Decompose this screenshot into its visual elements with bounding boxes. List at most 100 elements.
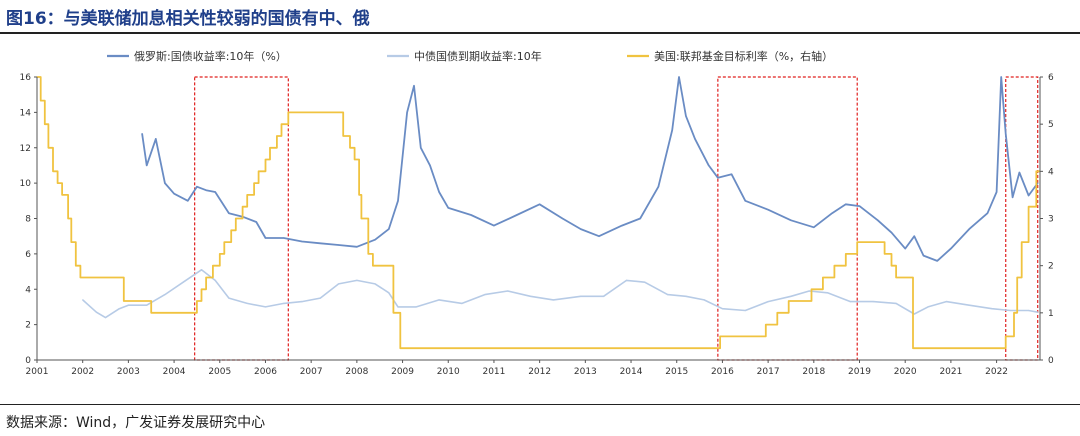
series-1-point: [146, 304, 148, 306]
series-2-point: [264, 158, 267, 161]
series-0-point: [708, 164, 710, 167]
series-1-point: [685, 295, 687, 297]
series-0-point: [173, 193, 175, 195]
x-tick-label: 2016: [711, 367, 734, 377]
series-2-point: [287, 111, 289, 113]
series-2-point: [70, 241, 72, 243]
series-0-point: [968, 228, 970, 230]
series-0-point: [744, 200, 746, 202]
series-0-point: [1027, 194, 1030, 197]
y-right-tick-label: 2: [1048, 262, 1054, 272]
series-1-point: [991, 308, 993, 310]
series-0-point: [790, 219, 792, 221]
series-1-point: [1009, 309, 1011, 312]
x-tick-label: 2020: [894, 367, 917, 377]
series-0-point: [922, 255, 925, 257]
series-0-point: [164, 182, 166, 184]
series-0-point: [1005, 133, 1007, 135]
series-0-point: [813, 226, 815, 228]
series-1-point: [228, 297, 230, 299]
series-0-point: [657, 186, 660, 188]
series-1-point: [246, 302, 248, 304]
series-2-point: [912, 347, 914, 349]
series-2-point: [223, 241, 225, 243]
series-2-point: [1035, 170, 1037, 172]
series-2-point: [845, 253, 847, 255]
series-2-point: [235, 217, 237, 220]
y-left-tick-label: 16: [20, 73, 32, 83]
series-0-point: [936, 260, 938, 262]
series-0-point: [146, 164, 148, 167]
series-0-point: [539, 203, 541, 205]
series-0-point: [438, 191, 440, 193]
series-2-point: [1005, 335, 1007, 338]
series-1-point: [484, 293, 486, 296]
highlight-boxes: [194, 76, 1039, 361]
series-2-point: [75, 265, 77, 267]
y-left-tick-label: 2: [25, 321, 31, 331]
series-2-point: [56, 182, 59, 184]
x-tick-label: 2006: [254, 367, 277, 377]
series-2-point: [212, 265, 214, 267]
series-1-point: [895, 302, 897, 304]
x-tick-label: 2017: [757, 367, 780, 377]
series-0-point: [413, 85, 415, 87]
series-2-point: [253, 182, 255, 184]
source-divider: [0, 404, 1080, 405]
series-1-point: [461, 302, 463, 304]
series-2-point: [372, 265, 374, 267]
series-2-point: [242, 206, 244, 208]
series-1-point: [872, 301, 874, 303]
y-left-tick-label: 12: [20, 144, 31, 154]
series-1-point: [507, 290, 509, 292]
series-1-point: [388, 292, 390, 294]
series-1-point: [200, 269, 203, 271]
series-1-point: [625, 279, 628, 282]
series-2-point: [52, 170, 54, 172]
series-2-point: [399, 347, 401, 349]
series-2-point: [719, 335, 721, 338]
line-chart: 俄罗斯:国债收益率:10年（%） 中债国债到期收益率:10年 美国:联邦基金目标利率…: [20, 49, 1054, 377]
series-0-point: [858, 205, 861, 207]
series-0-point: [639, 217, 641, 220]
series-0-point: [283, 237, 285, 239]
series-1-point: [744, 309, 746, 312]
x-tick-label: 2005: [208, 367, 231, 377]
series-0-point: [196, 186, 198, 188]
series-2-point: [856, 241, 858, 243]
y-right-tick-label: 4: [1048, 167, 1054, 177]
series-0-point: [420, 147, 422, 149]
series-0-point: [155, 138, 157, 140]
series-1-point: [104, 316, 107, 319]
series-2-point: [1021, 241, 1023, 243]
series-0-point: [205, 189, 207, 191]
series-2-point: [40, 99, 42, 102]
series-1-point: [337, 283, 340, 285]
series-1-point: [127, 304, 129, 306]
series-1-point: [849, 301, 851, 303]
series-0-point: [950, 247, 952, 250]
series-1-point: [356, 279, 358, 282]
y-left-tick-label: 14: [20, 108, 32, 118]
series-0-point: [995, 191, 998, 193]
x-tick-label: 2015: [665, 367, 688, 377]
series-1-point: [301, 301, 303, 303]
series-1-point: [118, 308, 120, 310]
series-1-point: [214, 279, 216, 282]
x-tick-label: 2008: [345, 367, 368, 377]
y-right-tick-label: 1: [1048, 309, 1054, 319]
series-1-point: [182, 281, 184, 283]
series-0-point: [598, 235, 600, 237]
series-0-point: [717, 177, 719, 179]
series-2-point: [79, 276, 82, 279]
series-1-point: [703, 299, 705, 301]
series-2-point: [205, 276, 207, 279]
series-0-point: [561, 217, 564, 220]
series-2-point: [258, 170, 260, 172]
series-1-point: [666, 293, 669, 296]
series-1-point: [95, 311, 98, 313]
x-tick-label: 2009: [391, 367, 414, 377]
series-0-point: [986, 212, 989, 214]
title-divider: [0, 32, 1080, 34]
